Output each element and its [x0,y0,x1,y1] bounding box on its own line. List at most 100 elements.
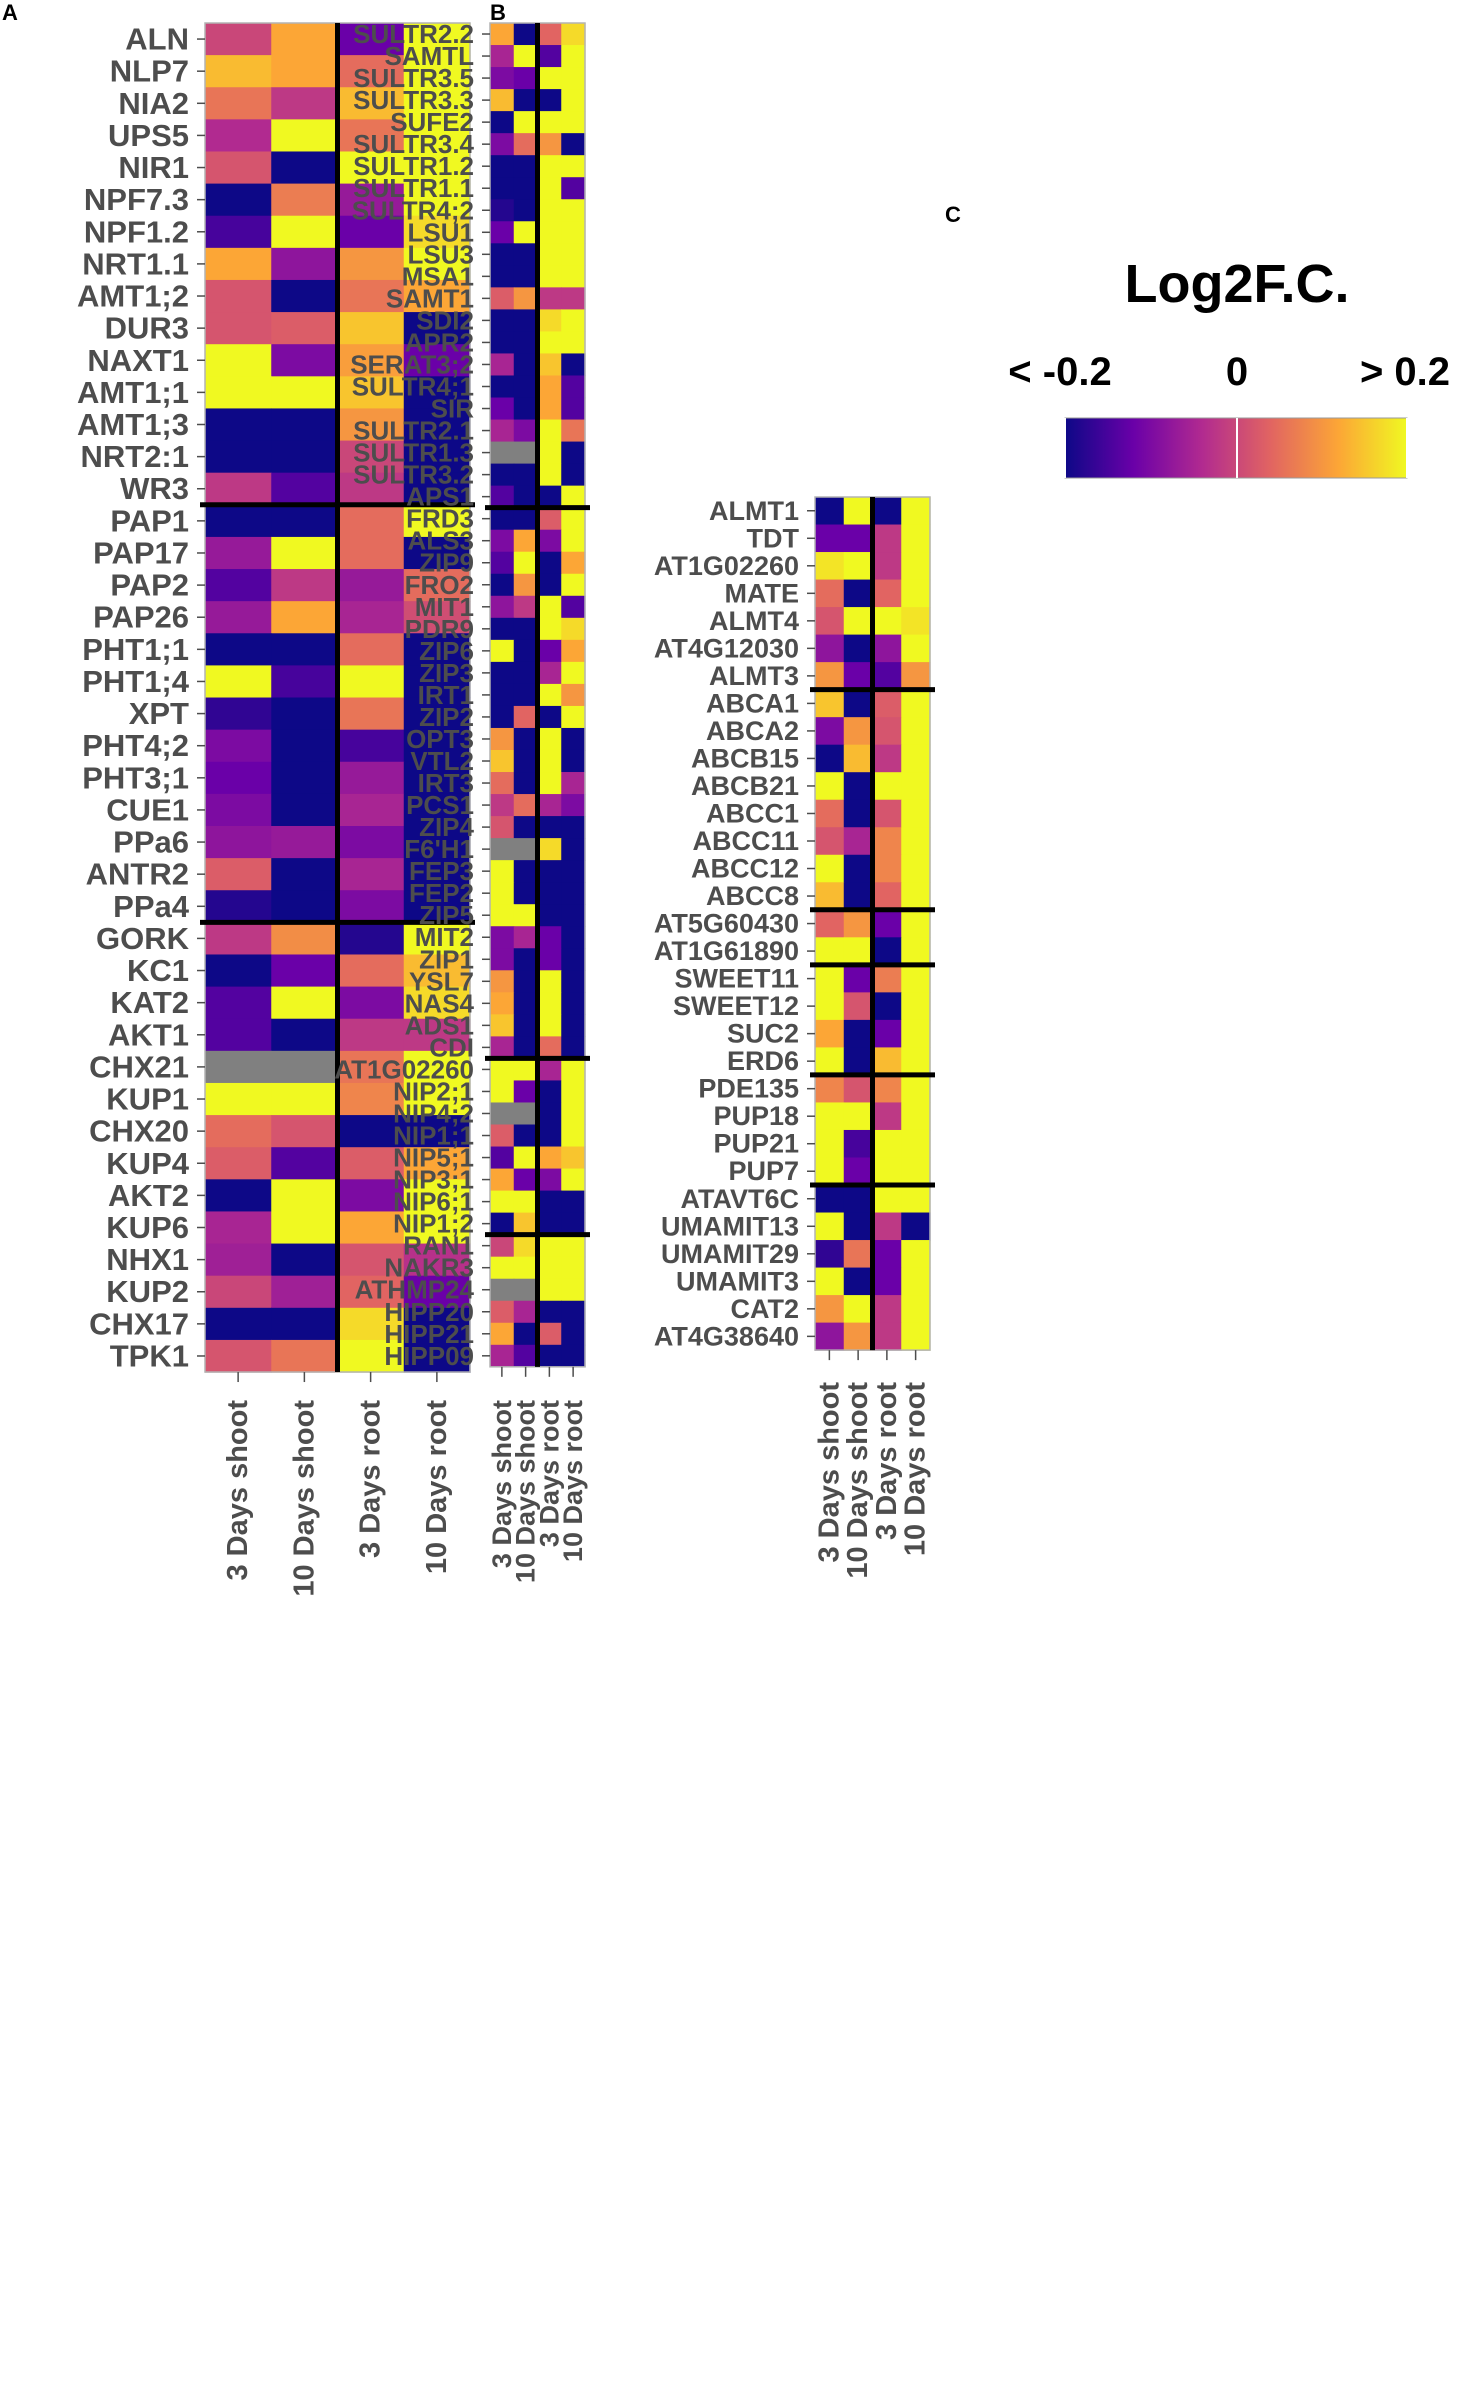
heatmap-cell [490,199,515,222]
heatmap-cell [490,1146,515,1170]
heatmap-cell [271,408,339,442]
heatmap-cell [537,67,562,90]
heatmap-cell [901,1295,931,1324]
heatmap-cell [513,375,539,399]
row-label: AT1G61890 [654,936,799,966]
heatmap-cell [337,440,405,474]
heatmap-cell [337,408,405,442]
heatmap-cell [403,1211,471,1245]
row-label: SULTR3.4 [353,129,474,159]
heatmap-cell [561,309,586,333]
heatmap-cell [537,639,562,663]
row-label: HIPP09 [384,1341,474,1371]
heatmap-cell [205,1018,272,1052]
heatmap-cell [271,536,339,570]
heatmap-cell [337,890,405,923]
row-label: MIT1 [415,592,474,622]
heatmap-cell [271,1018,339,1052]
heatmap-cell [513,1300,539,1324]
row-label: SULTR1.1 [353,173,474,203]
column-label: 10 Days shoot [511,1400,541,1583]
row-label: ZIP3 [419,658,474,688]
row-label: AT4G12030 [654,633,799,663]
row-label: FRO2 [405,570,474,600]
heatmap-cell [490,639,515,663]
row-label: APS1 [406,482,474,512]
heatmap-cell [537,772,562,795]
heatmap-cell [815,689,845,718]
heatmap-cell [537,1168,562,1192]
heatmap-cell [561,1014,586,1037]
heatmap-cell [537,23,562,46]
heatmap-cell [537,926,562,949]
row-label: SAMTL [384,41,474,71]
heatmap-cell [537,441,562,465]
heatmap-cell [271,344,339,377]
heatmap-cell [537,529,562,553]
heatmap-cell [561,529,586,553]
heatmap-cell [490,441,515,465]
row-label: CHX20 [89,1114,189,1149]
row-label: AT5G60430 [654,909,799,939]
heatmap-cell [537,331,562,355]
heatmap-cell [271,1243,339,1277]
heatmap-cell [490,926,515,949]
heatmap-cell [513,331,539,355]
heatmap-cell [843,1295,874,1324]
heatmap-cell [271,922,339,956]
row-label: NIA2 [118,86,189,121]
heatmap-cell [513,243,539,266]
heatmap-cell [337,1115,405,1148]
heatmap-cell [271,23,339,56]
heatmap-cell [490,617,515,641]
heatmap-cell [513,221,539,244]
row-label: MATE [725,578,800,608]
heatmap-cell [490,155,515,178]
heatmap-cell [561,1102,586,1126]
heatmap-cell [337,793,405,827]
heatmap-cell [403,954,471,988]
heatmap-cell [337,858,405,891]
row-label: PCS1 [406,790,474,820]
heatmap-cell [537,1124,562,1148]
heatmap-cell [561,221,586,244]
heatmap-cell [513,353,539,377]
row-label: PUP18 [713,1101,799,1131]
heatmap-cell [815,1129,845,1159]
heatmap-cell [490,507,515,531]
heatmap-cell [205,1211,272,1245]
heatmap-cell [537,727,562,751]
row-label: ALS3 [408,526,474,556]
heatmap-cell [403,55,471,88]
heatmap-cell [490,353,515,377]
row-label: LSU3 [408,239,474,269]
heatmap-cell [513,1278,539,1302]
heatmap-cell [561,199,586,222]
heatmap-cell [337,23,405,56]
heatmap-cell [901,1102,931,1131]
heatmap-cell [490,727,515,751]
heatmap-cell [513,111,539,134]
heatmap-cell [513,265,539,288]
heatmap-cell [337,826,405,859]
heatmap-cell [843,607,874,636]
column-label: 10 Days shoot [842,1382,874,1579]
heatmap-cell [872,634,902,663]
heatmap-cell [205,1147,272,1180]
heatmap-cell [561,243,586,266]
heatmap-cell [872,1267,902,1296]
heatmap-cell [337,1307,405,1341]
heatmap-cell [403,215,471,249]
heatmap-cell [490,463,515,487]
heatmap-cell [901,497,931,526]
heatmap-cell [337,1050,405,1084]
heatmap-cell [205,922,272,956]
row-label: XPT [129,696,189,731]
heatmap-cell [513,133,539,156]
heatmap-cell [843,497,874,526]
heatmap-cell [271,1179,339,1213]
heatmap-cell [337,504,405,538]
heatmap-cell [815,937,845,966]
heatmap-cell [513,926,539,949]
panel-label-c: C [945,202,961,227]
